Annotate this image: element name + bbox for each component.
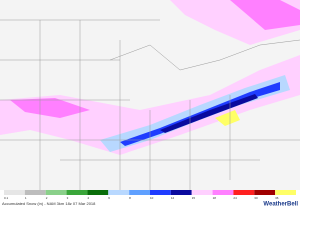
legend-swatch: [233, 190, 255, 195]
swath-main-peak: [160, 94, 258, 133]
legend-swatch: [170, 190, 192, 195]
legend-label: 4: [87, 196, 89, 200]
legend-swatch: [191, 190, 213, 195]
caption: Accumulated Snow (in) - NAM 3km 18z 07 M…: [2, 201, 96, 206]
legend-label: 36: [275, 196, 279, 200]
legend-swatch: [45, 190, 67, 195]
swath-spot: [215, 110, 240, 126]
snow-swaths: [0, 0, 300, 155]
legend-label: 30: [254, 196, 258, 200]
legend-label: 6: [108, 196, 110, 200]
legend-label: 2: [46, 196, 48, 200]
map-screenshot: 0.1 1 2 3 4 6 8 10 12 15 18 24 30 36 Accumulated Snow…: [0, 0, 300, 208]
legend-swatch: [108, 190, 130, 195]
swath-north-core: [230, 0, 300, 30]
legend-label: 1: [25, 196, 27, 200]
legend-label: 3: [67, 196, 69, 200]
legend-label: 18: [213, 196, 217, 200]
legend-swatch: [275, 190, 296, 195]
state-borders: [0, 19, 300, 190]
legend-label: 12: [171, 196, 175, 200]
legend-swatch: [66, 190, 88, 195]
legend-swatch: [254, 190, 276, 195]
swath-west: [10, 98, 90, 118]
legend-swatch: [24, 190, 46, 195]
legend-swatch: [4, 190, 25, 195]
legend-swatch: [87, 190, 109, 195]
legend-swatch: [212, 190, 234, 195]
legend-swatch: [129, 190, 150, 195]
legend-label: 15: [192, 196, 196, 200]
swath-main-outer: [0, 55, 300, 155]
legend-label: 24: [233, 196, 237, 200]
borders: [0, 19, 300, 190]
legend-swatch: [150, 190, 171, 195]
legend-label: 8: [129, 196, 131, 200]
brand: WeatherBell: [263, 202, 298, 208]
legend-label: 0.1: [4, 196, 9, 200]
legend-label: 10: [150, 196, 154, 200]
legend: 0.1 1 2 3 4 6 8 10 12 15 18 24 30 36: [4, 190, 296, 200]
